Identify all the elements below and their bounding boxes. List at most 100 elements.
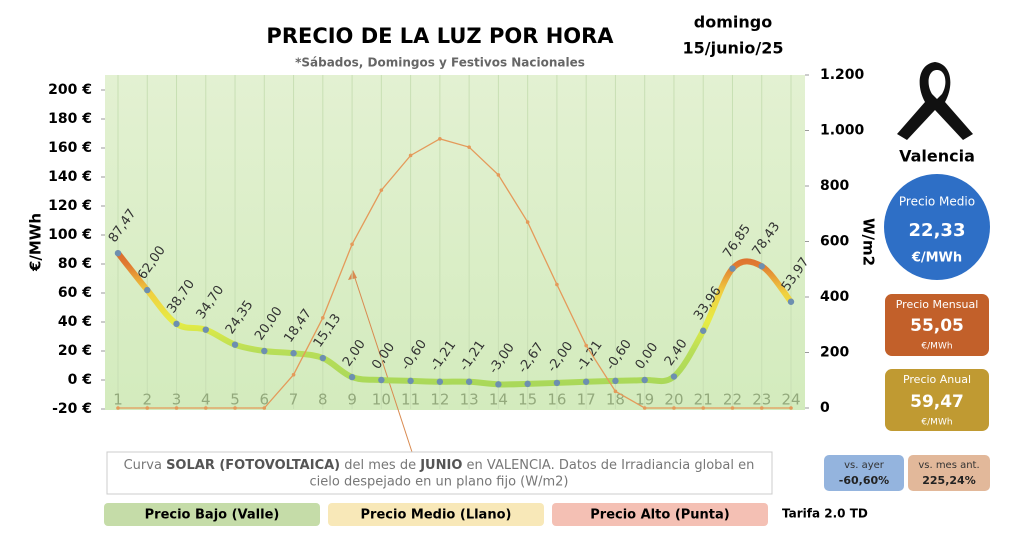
chart-title: PRECIO DE LA LUZ POR HORA xyxy=(266,24,614,48)
x-tick-label: 15 xyxy=(518,391,537,409)
tariff: Tarifa 2.0 TD xyxy=(782,507,868,521)
price-point xyxy=(612,377,619,385)
y-tick-label: 120 € xyxy=(48,198,92,214)
weekday: domingo xyxy=(694,13,772,32)
solar-point xyxy=(291,372,296,377)
y-axis-label: €/MWh xyxy=(27,213,45,272)
solar-point xyxy=(730,406,735,410)
annotation-arrow xyxy=(352,271,413,453)
price-point xyxy=(114,249,122,257)
solar-point xyxy=(584,343,588,348)
average-label: Precio Medio xyxy=(899,195,975,209)
x-tick-label: 11 xyxy=(401,391,420,409)
average-unit: €/MWh xyxy=(911,251,962,266)
solar-line xyxy=(118,138,791,409)
legend-band xyxy=(552,503,768,526)
price-point xyxy=(202,326,209,333)
y-tick-label: 0 € xyxy=(68,372,92,388)
x-tick-label: 12 xyxy=(430,391,449,409)
price-point xyxy=(465,378,473,385)
x-tick-label: 16 xyxy=(547,391,566,409)
vs-month-value: 225,24% xyxy=(922,474,975,487)
y2-tick-label: 0 xyxy=(820,400,830,416)
solar-point xyxy=(789,406,793,410)
solar-point xyxy=(379,188,384,192)
solar-point xyxy=(262,406,267,410)
y-tick-label: 60 € xyxy=(58,285,92,301)
y2-axis-label: W/m2 xyxy=(860,218,878,266)
yearly-value: 59,47 xyxy=(910,392,964,412)
solar-point xyxy=(613,389,618,394)
x-tick-label: 21 xyxy=(694,391,713,409)
x-tick-label: 6 xyxy=(260,391,270,409)
solar-point xyxy=(321,316,325,320)
y-tick-label: 160 € xyxy=(48,140,92,156)
price-point xyxy=(758,263,765,270)
x-tick-label: 24 xyxy=(781,391,800,409)
y2-tick-label: 1.200 xyxy=(820,67,865,83)
y2-tick-label: 1.000 xyxy=(820,123,865,139)
solar-point xyxy=(116,406,120,410)
y-tick-label: 20 € xyxy=(58,343,92,359)
y-tick-label: 100 € xyxy=(48,227,92,243)
x-tick-label: 13 xyxy=(460,391,479,409)
y2-tick-label: 200 xyxy=(820,345,849,361)
y-tick-label: 80 € xyxy=(58,256,92,272)
yearly-box xyxy=(885,369,989,431)
y-tick-label: -20 € xyxy=(52,401,92,417)
x-tick-label: 8 xyxy=(318,391,328,409)
x-tick-label: 4 xyxy=(201,391,211,409)
legend-label: Precio Medio (Llano) xyxy=(361,508,512,523)
vs-yesterday-box xyxy=(824,455,904,491)
yearly-label: Precio Anual xyxy=(903,373,971,386)
x-tick-label: 9 xyxy=(347,391,357,409)
price-point xyxy=(787,298,795,305)
x-tick-label: 7 xyxy=(289,391,299,409)
price-point xyxy=(348,373,356,381)
solar-point xyxy=(759,406,764,410)
monthly-label: Precio Mensual xyxy=(896,298,979,311)
solar-point xyxy=(672,406,676,410)
solar-point xyxy=(467,145,471,149)
price-point xyxy=(553,379,561,387)
y2-tick-label: 800 xyxy=(820,178,849,194)
x-tick-label: 23 xyxy=(752,391,771,409)
solar-point xyxy=(642,406,647,410)
solar-point xyxy=(438,137,442,141)
x-tick-label: 10 xyxy=(372,391,391,409)
annotation-box xyxy=(106,451,773,495)
annotation: Curva SOLAR (FOTOVOLTAICA) del mes de JU… xyxy=(124,458,755,473)
price-point xyxy=(582,378,590,385)
solar-point xyxy=(701,406,706,410)
x-tick-label: 20 xyxy=(664,391,683,409)
annotation: cielo despejado en un plano fijo (W/m2) xyxy=(310,475,569,490)
city: Valencia xyxy=(899,147,975,166)
y2-tick-label: 600 xyxy=(820,234,849,250)
monthly-unit: €/MWh xyxy=(921,342,952,352)
y2-tick-label: 400 xyxy=(820,289,849,305)
x-tick-label: 14 xyxy=(489,391,508,409)
legend-label: Precio Alto (Punta) xyxy=(590,508,729,523)
y-tick-label: 200 € xyxy=(48,82,92,98)
price-point xyxy=(319,354,327,362)
solar-point xyxy=(145,406,150,410)
subtitle: *Sábados, Domingos y Festivos Nacionales xyxy=(295,56,585,70)
plot-area xyxy=(105,75,805,410)
legend-label: Precio Bajo (Valle) xyxy=(145,508,280,523)
solar-point xyxy=(203,406,208,410)
solar-point xyxy=(525,220,530,224)
solar-point xyxy=(555,282,559,287)
price-point xyxy=(290,350,297,357)
price-point xyxy=(670,373,678,380)
price-point xyxy=(261,347,268,355)
average-value: 22,33 xyxy=(909,220,966,241)
x-tick-label: 1 xyxy=(113,391,123,409)
price-point xyxy=(729,265,736,272)
x-tick-label: 19 xyxy=(635,391,654,409)
x-tick-label: 2 xyxy=(142,391,152,409)
vs-yesterday-label: vs. ayer xyxy=(844,460,885,471)
price-point xyxy=(378,376,385,384)
x-tick-label: 22 xyxy=(723,391,742,409)
y-tick-label: 180 € xyxy=(48,111,92,127)
price-point xyxy=(495,381,502,388)
